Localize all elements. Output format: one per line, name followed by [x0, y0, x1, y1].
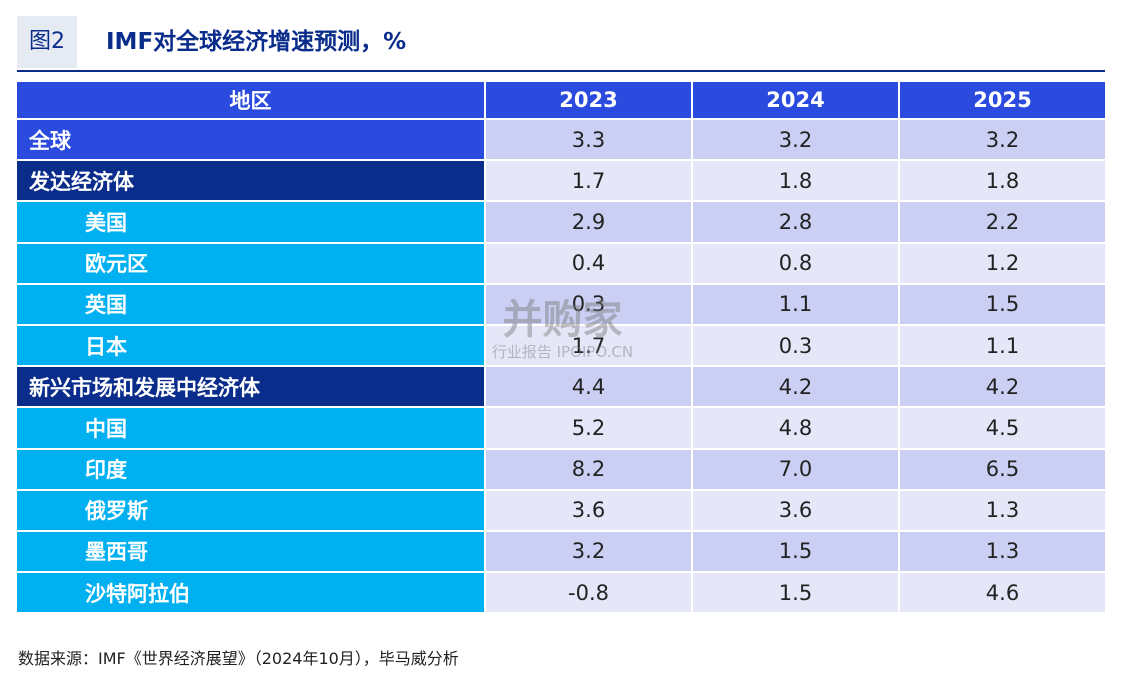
- value-cell: 3.2: [693, 120, 898, 160]
- value-cell: 1.2: [900, 243, 1105, 283]
- value-cell: 4.4: [486, 367, 691, 407]
- region-cell: 新兴市场和发展中经济体: [17, 367, 484, 407]
- value-cell: 1.1: [693, 284, 898, 324]
- region-cell: 美国: [17, 202, 484, 242]
- value-cell: 1.3: [900, 490, 1105, 530]
- column-header: 2023: [486, 82, 691, 118]
- region-cell: 印度: [17, 449, 484, 489]
- value-cell: 4.5: [900, 408, 1105, 448]
- value-cell: 5.2: [486, 408, 691, 448]
- value-cell: 2.9: [486, 202, 691, 242]
- table-row: 沙特阿拉伯 -0.8 1.5 4.6: [17, 573, 1105, 613]
- value-cell: 2.8: [693, 202, 898, 242]
- column-header: 地区: [17, 82, 484, 118]
- column-header: 2025: [900, 82, 1105, 118]
- value-cell: 3.2: [486, 531, 691, 572]
- table-row: 中国 5.2 4.8 4.5: [17, 408, 1105, 448]
- value-cell: 0.3: [693, 325, 898, 366]
- value-cell: -0.8: [486, 573, 691, 613]
- region-cell: 俄罗斯: [17, 490, 484, 530]
- value-cell: 6.5: [900, 449, 1105, 489]
- table-row: 欧元区 0.4 0.8 1.2: [17, 243, 1105, 283]
- value-cell: 1.3: [900, 531, 1105, 572]
- value-cell: 3.3: [486, 120, 691, 160]
- value-cell: 1.5: [900, 284, 1105, 324]
- value-cell: 1.8: [693, 161, 898, 201]
- value-cell: 1.7: [486, 325, 691, 366]
- region-cell: 英国: [17, 284, 484, 324]
- table-row: 英国 0.3 1.1 1.5: [17, 284, 1105, 324]
- value-cell: 1.7: [486, 161, 691, 201]
- value-cell: 0.3: [486, 284, 691, 324]
- value-cell: 7.0: [693, 449, 898, 489]
- value-cell: 1.1: [900, 325, 1105, 366]
- value-cell: 0.4: [486, 243, 691, 283]
- figure-label: 图2: [17, 16, 77, 68]
- table: 地区 2023 2024 2025 全球 3.3 3.2 3.2 发达经济体 1.7 1.8…: [15, 80, 1107, 614]
- value-cell: 8.2: [486, 449, 691, 489]
- table-row: 发达经济体 1.7 1.8 1.8: [17, 161, 1105, 201]
- table-row: 全球 3.3 3.2 3.2: [17, 120, 1105, 160]
- source-note: 数据来源：IMF《世界经济展望》（2024年10月），毕马威分析: [18, 649, 459, 668]
- value-cell: 3.6: [693, 490, 898, 530]
- value-cell: 3.2: [900, 120, 1105, 160]
- table-row: 美国 2.9 2.8 2.2: [17, 202, 1105, 242]
- value-cell: 1.8: [900, 161, 1105, 201]
- value-cell: 2.2: [900, 202, 1105, 242]
- region-cell: 全球: [17, 120, 484, 160]
- region-cell: 墨西哥: [17, 531, 484, 572]
- region-cell: 日本: [17, 325, 484, 366]
- header-row: 地区 2023 2024 2025: [17, 82, 1105, 118]
- table-row: 俄罗斯 3.6 3.6 1.3: [17, 490, 1105, 530]
- value-cell: 1.5: [693, 531, 898, 572]
- table-row: 印度 8.2 7.0 6.5: [17, 449, 1105, 489]
- value-cell: 0.8: [693, 243, 898, 283]
- region-cell: 发达经济体: [17, 161, 484, 201]
- table-body: 全球 3.3 3.2 3.2 发达经济体 1.7 1.8 1.8 美国 2.9 2.8 2.2 欧元区 0…: [17, 120, 1105, 613]
- table-row: 日本 1.7 0.3 1.1: [17, 325, 1105, 366]
- title-rule: [17, 70, 1105, 72]
- table-row: 墨西哥 3.2 1.5 1.3: [17, 531, 1105, 572]
- value-cell: 1.5: [693, 573, 898, 613]
- region-cell: 中国: [17, 408, 484, 448]
- title: IMF对全球经济增速预测，%: [106, 29, 407, 55]
- value-cell: 4.2: [693, 367, 898, 407]
- table-row: 新兴市场和发展中经济体 4.4 4.2 4.2: [17, 367, 1105, 407]
- region-cell: 沙特阿拉伯: [17, 573, 484, 613]
- column-header: 2024: [693, 82, 898, 118]
- value-cell: 4.8: [693, 408, 898, 448]
- value-cell: 4.2: [900, 367, 1105, 407]
- value-cell: 3.6: [486, 490, 691, 530]
- region-cell: 欧元区: [17, 243, 484, 283]
- value-cell: 4.6: [900, 573, 1105, 613]
